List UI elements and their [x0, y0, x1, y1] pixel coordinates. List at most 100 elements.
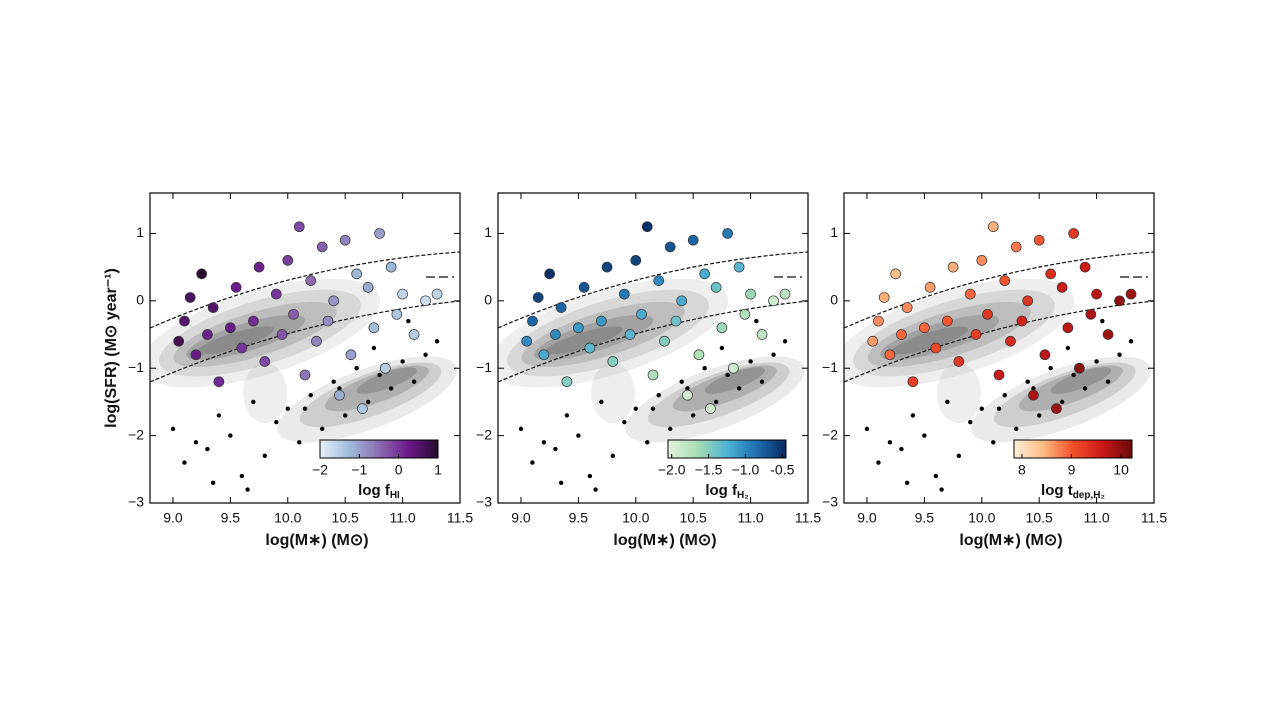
undetected-point — [320, 426, 325, 432]
undetected-point — [434, 339, 440, 344]
galaxy-point — [196, 268, 208, 280]
undetected-point — [400, 359, 405, 364]
galaxy-point — [1051, 403, 1062, 415]
undetected-point — [599, 399, 604, 405]
colorbar-tick-label: −1.5 — [695, 462, 723, 478]
axes-frame — [843, 192, 1155, 504]
galaxy-point — [595, 315, 607, 327]
undetected-point — [1082, 386, 1088, 391]
undetected-point — [719, 345, 725, 351]
galaxy-point — [1022, 295, 1034, 307]
x-tick-label: 10.5 — [680, 510, 707, 526]
undetected-point — [725, 372, 730, 378]
galaxy-point — [890, 268, 902, 280]
galaxy-point — [716, 322, 728, 334]
undetected-point — [518, 426, 524, 432]
undetected-point — [411, 379, 417, 384]
galaxy-point — [1102, 329, 1114, 340]
undetected-point — [1048, 366, 1053, 371]
galaxy-point — [1062, 322, 1074, 334]
galaxy-point — [670, 315, 682, 327]
galaxy-point — [555, 302, 567, 313]
undetected-point — [365, 399, 371, 405]
galaxy-point — [1125, 288, 1137, 300]
undetected-point — [933, 473, 939, 479]
density-contours — [844, 251, 1154, 461]
galaxy-point — [693, 349, 705, 361]
colorbar — [1013, 439, 1133, 459]
galaxy-point — [578, 281, 590, 293]
y-tick-label: 1 — [484, 224, 492, 240]
colorbar-tick-label: 0 — [395, 462, 403, 478]
galaxy-point — [699, 268, 711, 280]
galaxy-point — [293, 221, 305, 233]
galaxy-point — [190, 349, 202, 361]
undetected-point — [297, 440, 302, 445]
galaxy-point — [282, 255, 294, 266]
colorbar-tick-label: 8 — [1018, 462, 1026, 478]
undetected-point — [713, 399, 719, 405]
undetected-point — [899, 446, 904, 452]
galaxy-point — [328, 295, 340, 307]
y-tick-label: 1 — [830, 224, 838, 240]
galaxy-point — [173, 335, 185, 347]
undetected-point — [690, 413, 696, 418]
galaxy-point — [941, 315, 953, 327]
colorbar-label: log fHI — [358, 482, 400, 501]
x-tick-label: 11.0 — [389, 510, 415, 526]
galaxy-point — [930, 342, 942, 354]
galaxy-point — [919, 322, 930, 334]
undetected-point — [679, 379, 684, 384]
galaxy-point — [601, 261, 613, 273]
galaxy-point — [896, 329, 907, 340]
undetected-point — [610, 453, 616, 459]
x-tick-label: 9.5 — [569, 510, 589, 526]
x-tick-label: 10.5 — [1026, 510, 1053, 526]
galaxy-point — [259, 356, 271, 367]
galaxy-point — [1005, 335, 1016, 347]
galaxy-point — [573, 322, 584, 334]
undetected-point — [1128, 339, 1134, 344]
x-axis-label: log(M∗) (M⊙) — [959, 532, 1062, 549]
colorbar-tick-label: 10 — [1113, 462, 1129, 478]
y-tick-label: 1 — [136, 224, 144, 240]
galaxy-point — [710, 281, 722, 293]
galaxy-point — [368, 322, 380, 334]
y-tick-label: −3 — [128, 494, 144, 510]
galaxy-point — [873, 315, 884, 327]
colorbar-tick-label: 1 — [434, 462, 442, 478]
colorbar-tick-label: -0.5 — [770, 462, 794, 478]
galaxy-point — [521, 335, 533, 347]
undetected-point — [388, 386, 394, 391]
galaxy-point — [1068, 228, 1079, 239]
galaxy-point — [225, 322, 236, 334]
galaxy-point — [230, 281, 242, 293]
galaxy-point — [779, 288, 791, 300]
galaxy-point — [1079, 261, 1091, 273]
galaxy-point — [1010, 241, 1022, 253]
undetected-point — [645, 440, 650, 445]
colorbar — [667, 439, 787, 459]
galaxy-point — [745, 288, 756, 300]
undetected-point — [968, 419, 973, 425]
undetected-point — [650, 406, 656, 411]
undetected-point — [864, 426, 870, 432]
undetected-point — [182, 460, 187, 465]
undetected-point — [1065, 345, 1071, 351]
undetected-point — [342, 413, 348, 418]
galaxy-point — [647, 369, 659, 381]
undetected-point — [996, 406, 1002, 411]
galaxy-point — [987, 221, 999, 233]
galaxy-point — [676, 295, 688, 307]
undetected-point — [541, 440, 547, 445]
plot-area — [150, 251, 460, 461]
axes-frame — [149, 192, 461, 504]
undetected-point — [736, 386, 742, 391]
colorbar-label-main: log t — [1041, 482, 1073, 499]
undetected-point — [922, 433, 927, 438]
galaxy-point — [867, 335, 879, 347]
undetected-point — [685, 386, 690, 391]
galaxy-point — [345, 349, 357, 361]
galaxy-point — [728, 362, 739, 374]
undetected-point — [587, 473, 593, 479]
